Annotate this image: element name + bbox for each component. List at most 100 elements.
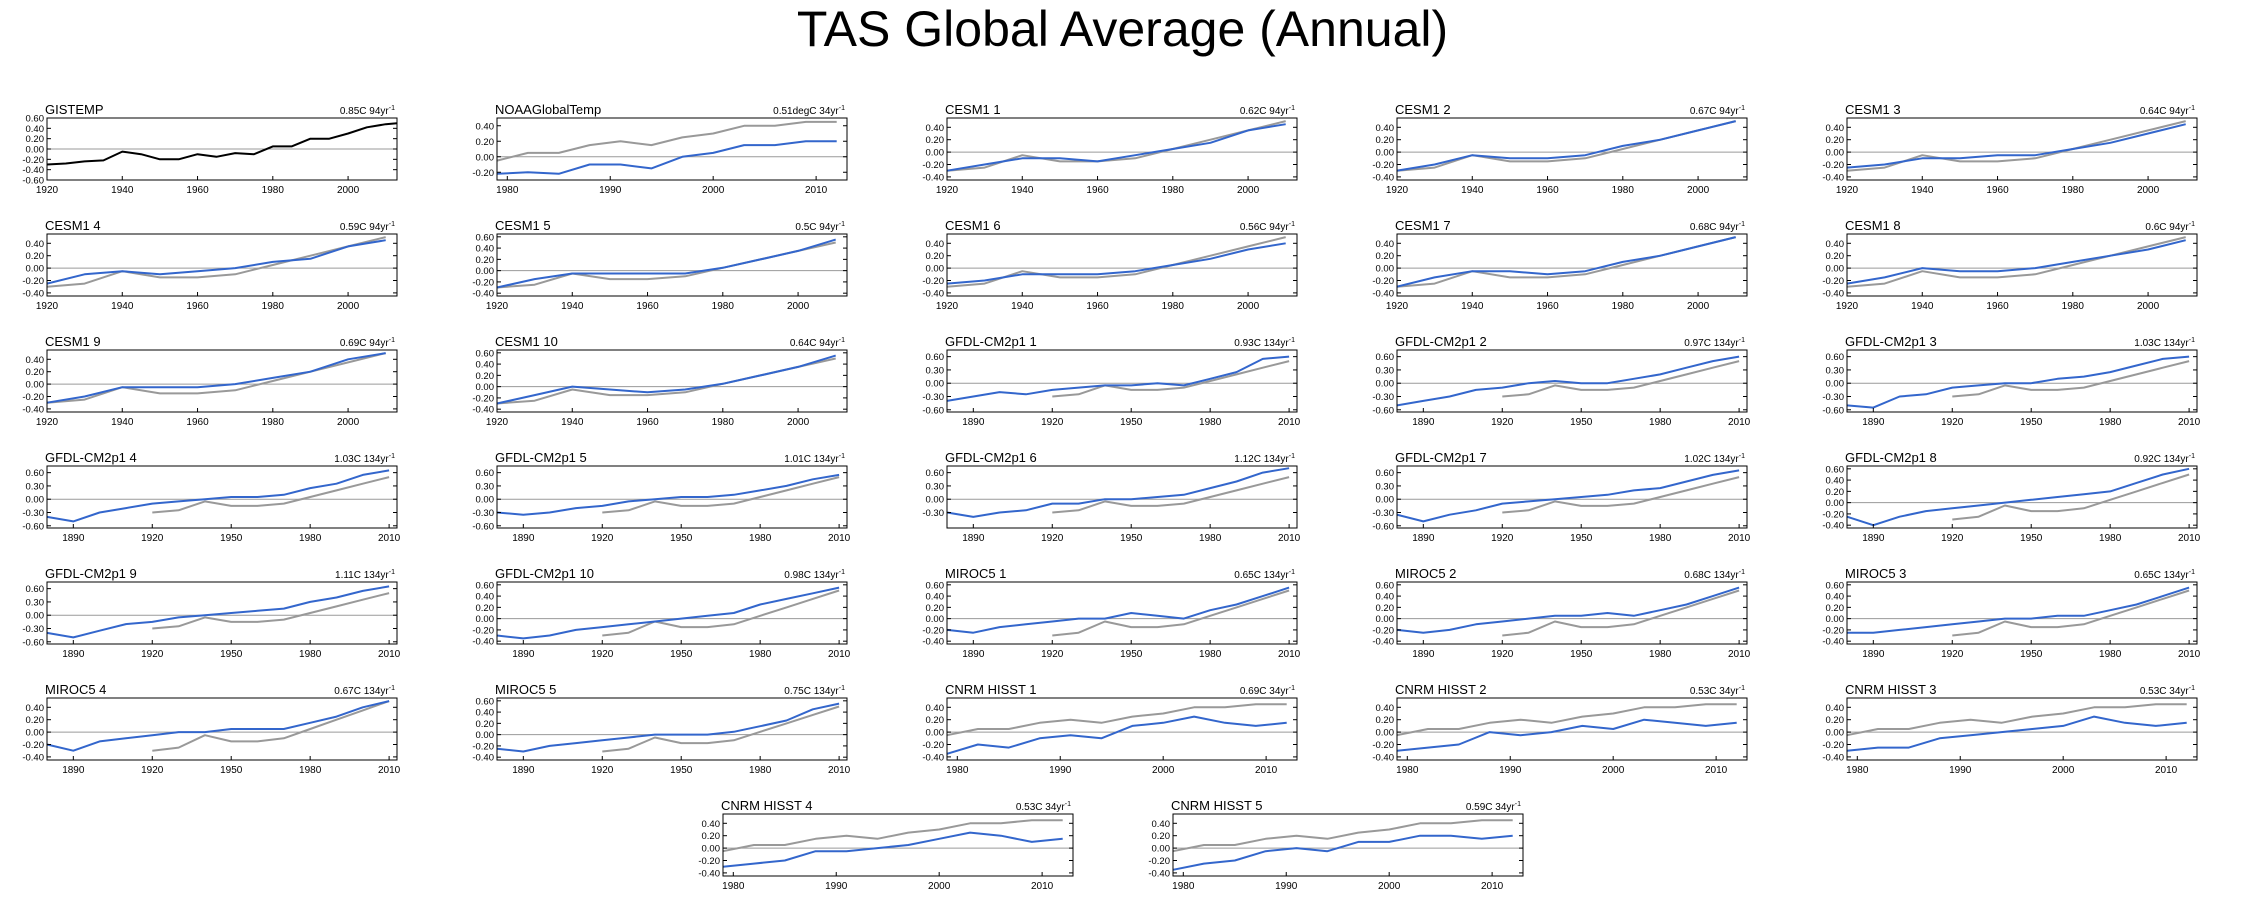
plot-frame [496,233,848,297]
panel-title: GISTEMP [45,102,104,117]
plot-frame [946,349,1298,413]
x-tick-label: 1980 [2062,301,2085,312]
x-tick-label: 1980 [299,765,322,776]
chart-panel: MIROC5 1 0.65C 134yr-1-0.40-0.200.000.200… [922,566,1300,660]
y-tick-label: 0.00 [476,152,495,163]
trend-label: 0.5C 94yr-1 [795,221,845,233]
x-tick-label: 1920 [1386,185,1409,196]
model-series-line [1396,586,1740,634]
trend-label: 0.97C 134yr-1 [1684,337,1745,349]
y-tick-label: -0.40 [1822,637,1844,648]
chart-panel: MIROC5 3 0.65C 134yr-1-0.40-0.200.000.200… [1822,566,2200,660]
y-tick-label: -0.20 [22,155,44,166]
plot-frame [946,581,1298,645]
y-tick-label: 0.40 [26,703,45,714]
x-tick-label: 1920 [486,301,509,312]
x-tick-label: 1920 [1386,301,1409,312]
y-tick-label: 0.20 [1376,251,1395,262]
x-tick-label: 1980 [749,533,772,544]
observed-series-line [152,592,390,630]
observed-series-line [1502,589,1740,637]
plot-frame [1846,349,2198,413]
observed-series-line [722,819,1063,853]
plot-frame [1846,581,2198,645]
panel-title: MIROC5 4 [45,682,106,697]
trend-label: 0.93C 134yr-1 [1234,337,1295,349]
x-tick-label: 1920 [1041,649,1064,660]
x-tick-label: 1990 [1049,765,1072,776]
y-tick-label: 0.20 [476,371,495,382]
x-tick-label: 1960 [1986,301,2009,312]
model-series-line [1846,715,2187,752]
y-tick-label: -0.20 [22,740,44,751]
model-series-line [46,469,390,523]
model-series-line [496,238,836,289]
x-tick-label: 2010 [828,649,851,660]
chart-panel: GFDL-CM2p1 7 1.02C 134yr-1 -0.60 -0.30 0.00 0… [1372,450,1750,544]
x-tick-label: 1950 [670,649,693,660]
x-tick-label: 1980 [712,417,735,428]
x-tick-label: 2010 [1728,649,1751,660]
trend-label: 0.64C 94yr-1 [2140,105,2195,117]
plot-frame [946,465,1298,529]
chart-panel: CESM1 8 0.6C 94yr-1 -0.40-0.200.00 0.200.40… [1822,218,2198,312]
y-tick-label: 0.00 [476,730,495,741]
panel-title: GFDL-CM2p1 3 [1845,334,1937,349]
y-tick-label: -0.40 [1148,868,1170,879]
trend-label: 0.75C 134yr-1 [784,685,845,697]
x-tick-label: 1890 [962,533,985,544]
observed-series-line [1052,476,1290,514]
x-tick-label: 1980 [1612,301,1635,312]
y-tick-label: 0.40 [1376,703,1395,714]
chart-panel: CNRM HISST 4 0.53C 34yr-1 -0.40-0.200.00 0.… [698,798,1074,892]
chart-panel: MIROC5 2 0.68C 134yr-1-0.40-0.200.000.200… [1372,566,1750,660]
x-tick-label: 1920 [36,417,59,428]
x-tick-label: 1980 [299,533,322,544]
x-tick-label: 1920 [591,649,614,660]
x-tick-label: 1980 [2062,185,2085,196]
chart-panel: CESM1 4 0.59C 94yr-1 -0.40-0.200.00 0.200.4… [22,218,398,312]
y-tick-label: 0.20 [476,137,495,148]
panel-title: CESM1 10 [495,334,558,349]
panel-title: GFDL-CM2p1 10 [495,566,594,581]
x-tick-label: 1980 [1162,185,1185,196]
chart-panel: CNRM HISST 3 0.53C 34yr-1 -0.40-0.200.00 0.… [1822,682,2198,776]
x-tick-label: 1980 [1612,185,1635,196]
x-tick-label: 1950 [220,533,243,544]
x-tick-label: 1960 [636,417,659,428]
y-tick-label: -0.20 [698,856,720,867]
x-tick-label: 2010 [378,649,401,660]
y-tick-label: -0.20 [1372,276,1394,287]
y-tick-label: 0.00 [1376,264,1395,275]
trend-label: 0.67C 94yr-1 [1690,105,1745,117]
plot-frame [946,117,1298,181]
trend-label: 0.53C 34yr-1 [1016,801,1071,813]
x-tick-label: 2000 [2137,185,2160,196]
y-tick-label: 0.20 [1376,603,1395,614]
x-tick-label: 1980 [749,765,772,776]
y-tick-label: -0.20 [472,393,494,404]
x-tick-label: 1890 [1862,533,1885,544]
y-tick-label: -0.20 [1372,625,1394,636]
model-series-line [1846,467,2190,527]
y-tick-label: -0.20 [922,276,944,287]
y-tick-label: 0.60 [926,468,945,479]
y-tick-label: -0.60 [22,176,44,187]
model-series-line [1847,586,2190,634]
y-tick-label: 0.20 [1826,487,1845,498]
y-tick-label: -0.30 [922,392,944,403]
x-tick-label: 2000 [1152,765,1175,776]
x-tick-label: 1950 [670,533,693,544]
gistemp-series-line [46,122,398,166]
y-tick-label: -0.30 [1822,392,1844,403]
y-tick-label: 0.60 [926,352,945,363]
x-tick-label: 2010 [1278,417,1301,428]
observed-series-line [1952,360,2190,398]
x-tick-label: 2010 [378,533,401,544]
y-tick-label: 0.60 [1376,352,1395,363]
y-tick-label: -0.60 [1372,521,1394,532]
x-tick-label: 2000 [2052,765,2075,776]
x-tick-label: 1990 [1275,881,1298,892]
x-tick-label: 2010 [1728,533,1751,544]
